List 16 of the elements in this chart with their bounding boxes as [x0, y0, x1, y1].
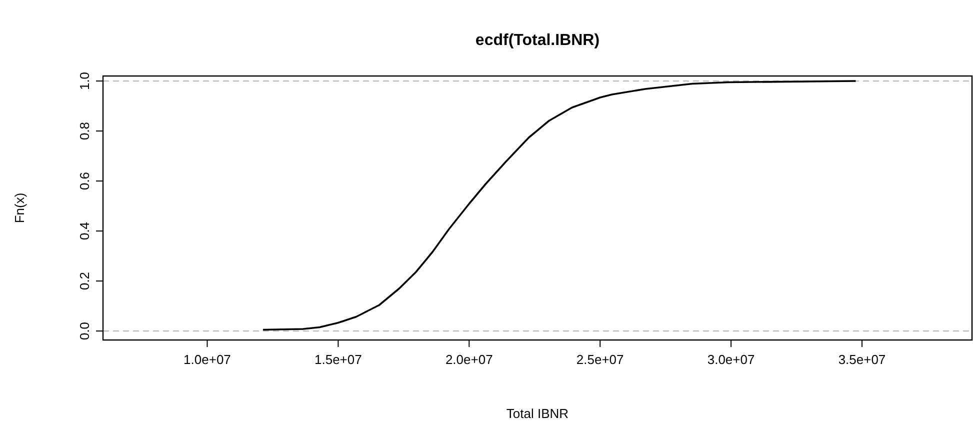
y-tick-label: 0.4 — [77, 222, 92, 240]
y-axis-title: Fn(x) — [12, 192, 27, 224]
x-tick-label: 3.0e+07 — [707, 352, 755, 367]
y-tick-label: 0.8 — [77, 122, 92, 140]
y-tick-label: 0.0 — [77, 322, 92, 340]
y-tick-label: 0.6 — [77, 172, 92, 190]
line-series — [262, 80, 857, 331]
x-axis-title: Total IBNR — [506, 406, 569, 421]
y-tick-label: 1.0 — [77, 72, 92, 90]
x-tick-label: 1.0e+07 — [184, 352, 231, 367]
x-tick-label: 1.5e+07 — [314, 352, 362, 367]
x-tick-label: 2.0e+07 — [445, 352, 493, 367]
x-tick-label: 2.5e+07 — [576, 352, 624, 367]
y-tick-label: 0.2 — [77, 272, 92, 290]
x-tick-label: 3.5e+07 — [838, 352, 886, 367]
chart-title: ecdf(Total.IBNR) — [475, 32, 600, 49]
